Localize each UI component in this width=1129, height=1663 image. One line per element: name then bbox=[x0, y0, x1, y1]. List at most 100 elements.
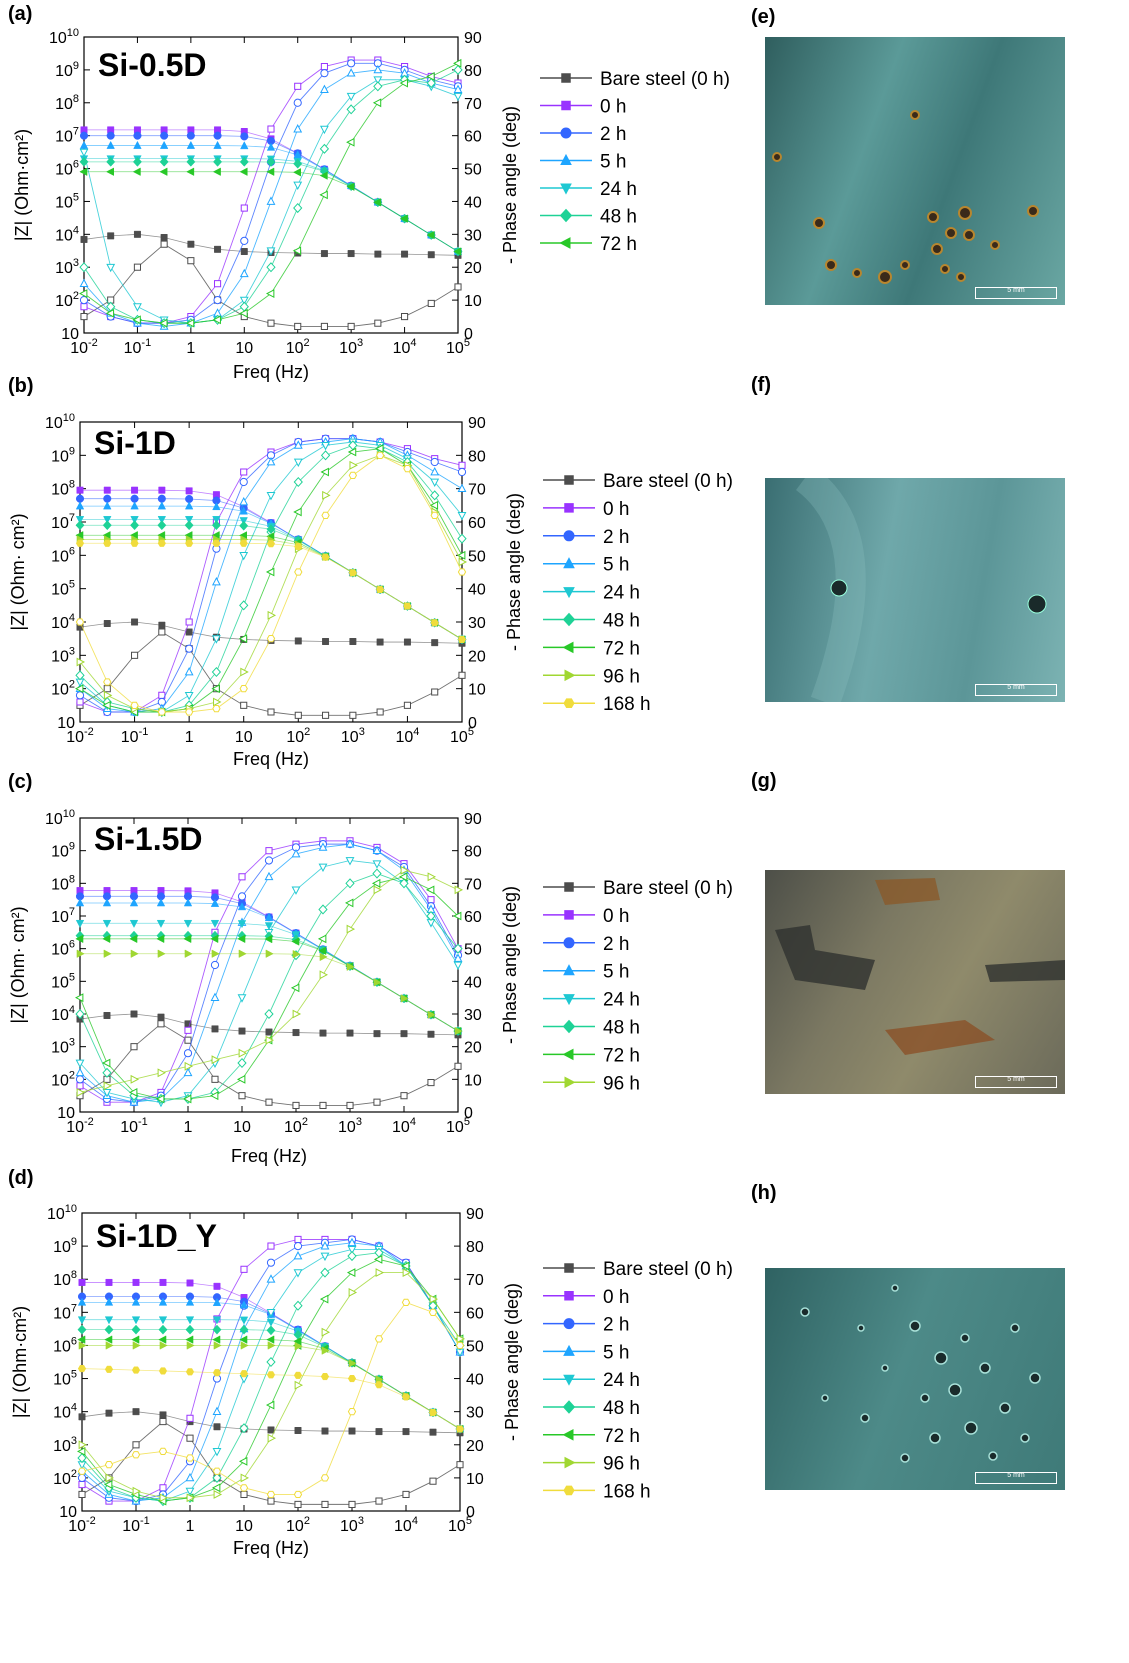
impedance-marker bbox=[431, 639, 439, 647]
legend-marker bbox=[562, 1048, 574, 1061]
y-tick-label-exponent: 9 bbox=[71, 1236, 77, 1248]
x-tick-label-exponent: 5 bbox=[468, 726, 474, 738]
impedance-marker bbox=[373, 198, 382, 207]
impedance-marker bbox=[103, 1012, 111, 1019]
phase-marker bbox=[318, 842, 328, 851]
x-tick-label-exponent: 2 bbox=[304, 1515, 310, 1527]
impedance-marker bbox=[240, 141, 249, 150]
y-tick-label-exponent: 6 bbox=[73, 159, 79, 171]
y-tick-label: 103 bbox=[53, 1435, 77, 1455]
phase-marker bbox=[374, 1335, 384, 1343]
x-tick-label: 10 bbox=[233, 1119, 251, 1136]
phase-marker bbox=[184, 1061, 194, 1071]
phase-marker bbox=[294, 568, 303, 576]
x-tick-label-exponent: -1 bbox=[139, 726, 149, 738]
y-tick-label-base: 10 bbox=[53, 1372, 71, 1389]
impedance-marker bbox=[211, 1025, 219, 1033]
x-tick-label-base: 10 bbox=[450, 729, 468, 746]
y-tick-label: 106 bbox=[51, 939, 75, 959]
phase-marker bbox=[430, 457, 439, 467]
x-tick-label-base: 10 bbox=[284, 1119, 302, 1136]
impedance-marker bbox=[428, 1409, 438, 1417]
impedance-marker bbox=[131, 1335, 140, 1344]
impedance-marker bbox=[214, 126, 222, 134]
impedance-marker bbox=[103, 494, 112, 503]
phase-line bbox=[79, 441, 463, 713]
legend-marker bbox=[564, 1456, 576, 1469]
y2-tick-label: 30 bbox=[468, 615, 486, 632]
legend-label: 48 h bbox=[603, 611, 640, 632]
x-tick-label-exponent: 2 bbox=[304, 337, 310, 349]
impedance-marker bbox=[157, 501, 167, 510]
y2-tick-label: 50 bbox=[464, 162, 482, 179]
impedance-marker bbox=[132, 1278, 140, 1286]
impedance-marker bbox=[293, 1337, 302, 1346]
phase-marker bbox=[185, 318, 195, 328]
impedance-marker bbox=[346, 962, 355, 971]
phase-line bbox=[79, 873, 459, 1100]
phase-marker bbox=[430, 478, 440, 488]
phase-marker bbox=[454, 1062, 462, 1070]
y-tick-label-exponent: 7 bbox=[69, 906, 75, 918]
phase-marker bbox=[293, 181, 303, 191]
x-tick-label: 102 bbox=[286, 1515, 310, 1535]
phase-marker bbox=[186, 1414, 194, 1422]
phase-marker bbox=[399, 78, 408, 88]
phase-marker bbox=[346, 924, 356, 934]
phase-marker bbox=[157, 708, 167, 716]
impedance-marker bbox=[133, 126, 141, 134]
y-tick-label-exponent: 7 bbox=[69, 512, 75, 524]
impedance-marker bbox=[321, 1427, 329, 1435]
y-tick-label-exponent: 9 bbox=[69, 841, 75, 853]
phase-marker bbox=[239, 477, 248, 487]
y-tick-label-base: 10 bbox=[53, 1272, 71, 1289]
impedance-marker bbox=[158, 1367, 168, 1375]
y-tick-label: 107 bbox=[55, 126, 79, 146]
impedance-marker bbox=[183, 898, 193, 907]
legend-label: 5 h bbox=[603, 1342, 629, 1363]
y-tick-label: 10 bbox=[59, 1504, 77, 1521]
impedance-marker bbox=[212, 1369, 222, 1377]
phase-marker bbox=[187, 257, 195, 265]
y-tick-label-base: 10 bbox=[51, 482, 69, 499]
photo-texture bbox=[800, 1284, 1041, 1463]
phase-marker bbox=[453, 84, 463, 94]
impedance-marker bbox=[291, 937, 300, 946]
legend-label: Bare steel (0 h) bbox=[603, 878, 733, 899]
y-axis-label: |Z| (Ohm·cm²) bbox=[12, 129, 32, 241]
phase-marker bbox=[79, 278, 89, 288]
impedance-marker bbox=[294, 637, 302, 645]
impedance-marker bbox=[239, 539, 248, 547]
phase-line bbox=[79, 444, 463, 713]
impedance-marker bbox=[104, 1324, 114, 1335]
impedance-marker bbox=[187, 240, 195, 248]
impedance-marker bbox=[186, 1279, 194, 1287]
impedance-marker bbox=[187, 126, 195, 134]
impedance-marker bbox=[266, 167, 275, 176]
impedance-marker bbox=[320, 250, 328, 258]
phase-marker bbox=[265, 289, 275, 298]
impedance-marker bbox=[184, 520, 194, 531]
impedance-marker bbox=[349, 638, 357, 645]
phase-marker bbox=[240, 1473, 250, 1483]
x-tick-label: 1 bbox=[185, 729, 194, 746]
impedance-marker bbox=[347, 250, 355, 258]
impedance-marker bbox=[132, 167, 141, 176]
phase-marker bbox=[79, 148, 89, 158]
y-tick-label-exponent: 5 bbox=[73, 191, 79, 203]
photo: 5 mm bbox=[765, 870, 1065, 1094]
x-tick-label: 102 bbox=[284, 1116, 308, 1136]
y2-tick-label: 40 bbox=[466, 1372, 484, 1389]
phase-marker bbox=[237, 994, 247, 1003]
x-tick-label-exponent: 2 bbox=[304, 726, 310, 738]
phase-marker bbox=[294, 82, 302, 90]
phase-marker bbox=[293, 476, 303, 488]
photo: 5 mm bbox=[765, 1268, 1065, 1490]
impedance-marker bbox=[213, 131, 222, 140]
legend-label: 96 h bbox=[603, 666, 640, 687]
x-axis-label: Freq (Hz) bbox=[233, 362, 309, 382]
phase-marker bbox=[349, 460, 358, 470]
panel-label: (a) bbox=[8, 3, 32, 25]
y-tick-label-base: 10 bbox=[53, 1405, 71, 1422]
phase-marker bbox=[213, 697, 222, 707]
